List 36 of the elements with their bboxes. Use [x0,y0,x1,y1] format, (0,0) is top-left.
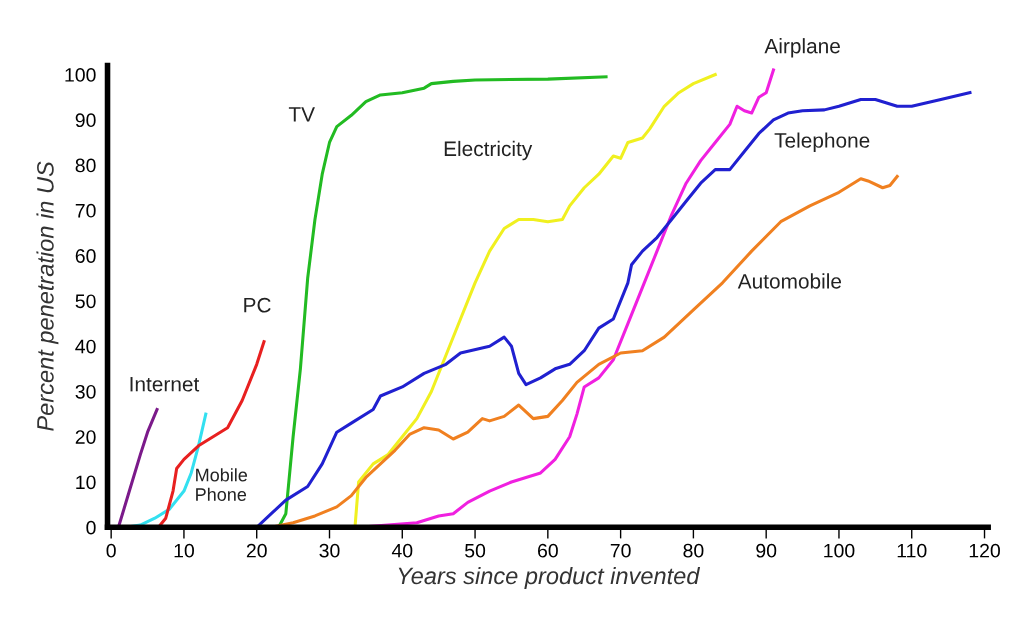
line-series [116,408,159,528]
x-tick-label: 0 [106,543,116,558]
series-label: Airplane [764,38,840,58]
series-label: Automobile [737,273,842,289]
x-tick-label: 100 [824,543,855,558]
x-tick-label: 110 [897,543,927,558]
x-tick-label: 30 [319,543,340,558]
x-tick-label: 80 [683,543,704,558]
line-series [353,73,717,528]
series-label: Mobile Phone [196,468,248,501]
x-tick-label: 120 [969,543,1000,558]
x-tick-label: 20 [246,543,267,558]
y-tick-label: 30 [75,384,96,399]
series-label: Internet [130,377,200,392]
y-tick-label: 60 [75,249,96,263]
y-tick-label: 90 [75,113,96,128]
text: Electricity [444,140,533,161]
x-tick-label: 60 [538,543,558,558]
y-tick-label: 0 [86,520,96,535]
x-tick-label: 40 [391,543,413,558]
x-tick-label: 70 [610,543,631,558]
x-tick-label: 50 [465,543,486,558]
y-tick-label: 100 [65,68,96,82]
y-axis-title: Percent penetration in US [36,161,59,431]
y-tick-label: 50 [75,294,96,309]
series-label: TV [288,107,315,122]
y-tick-label: 80 [75,158,96,173]
x-tick-label: 90 [756,543,777,558]
series-label: Telephone [774,132,870,152]
y-tick-label: 10 [76,475,96,490]
y-tick-label: 40 [75,339,96,354]
series-label: PC [244,297,271,313]
y-tick-label: 70 [75,203,96,218]
x-axis-title: Years since product invented [398,566,701,589]
y-tick-label: 20 [75,430,96,444]
x-tick-label: 10 [174,543,194,558]
